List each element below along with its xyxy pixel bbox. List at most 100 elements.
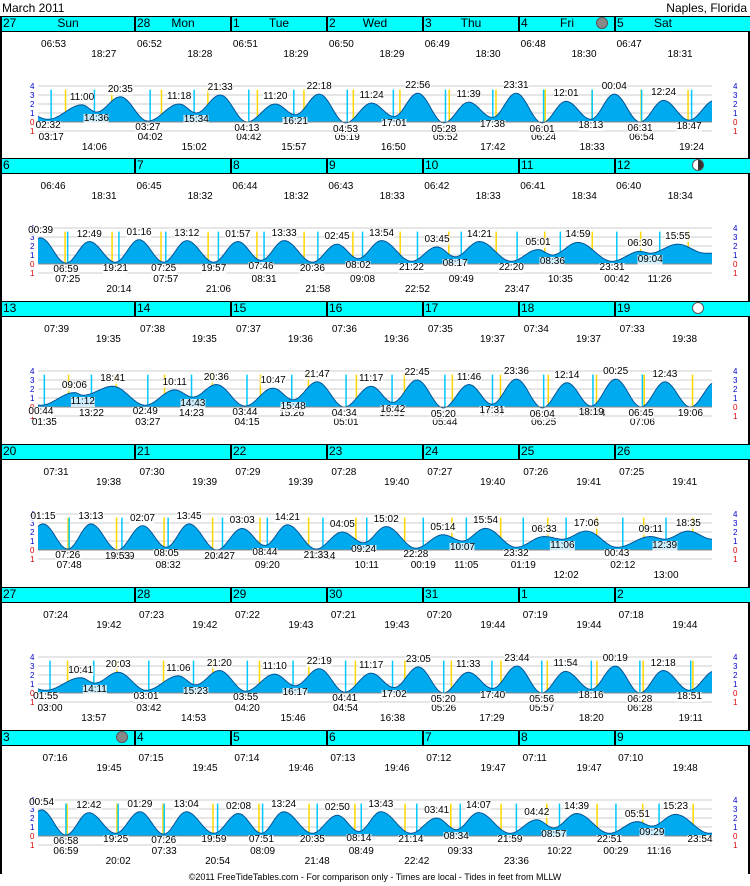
week-border <box>0 32 2 160</box>
sunrise-time: 07:37 <box>235 324 261 335</box>
high-tide-time: 05:14 <box>430 521 456 533</box>
sunset-time: 18:31 <box>91 191 117 202</box>
sunrise-time: 06:49 <box>424 39 450 50</box>
high-tide-time: 13:43 <box>368 798 394 810</box>
day-header: 6 <box>326 730 422 746</box>
sunrise-time: 07:11 <box>522 753 547 764</box>
low-tide-time: 17:38 <box>480 118 506 130</box>
low-tide-time: 12:39 <box>652 540 678 552</box>
axis-tick-label: 1 <box>733 823 738 832</box>
sunrise-time: 07:38 <box>140 324 166 335</box>
week-border <box>748 174 750 302</box>
sunset-time: 19:47 <box>480 763 506 774</box>
low-tide-time: 06:28 <box>627 694 653 705</box>
sunrise-time: 06:51 <box>232 39 258 50</box>
sunrise-time: 06:52 <box>136 39 162 50</box>
sunset-time: 19:45 <box>192 763 218 774</box>
sunrise-time: 06:44 <box>232 181 258 192</box>
low-tide-time: 04:53 <box>333 123 359 135</box>
day-number: 9 <box>617 730 624 744</box>
axis-tick-label: 4 <box>733 653 738 662</box>
low-tide-time: 08:05 <box>153 548 179 560</box>
sunset-time: 18:33 <box>475 191 501 202</box>
week-border <box>0 460 2 588</box>
day-number: 26 <box>617 444 631 458</box>
day-header: 3 <box>0 730 134 746</box>
axis-tick-label: 1 <box>30 823 35 832</box>
moonrise-time: 04:20 <box>234 703 260 714</box>
day-name: Sun <box>57 16 79 30</box>
moonset-time: 06:25 <box>531 417 557 428</box>
high-tide-time: 11:18 <box>167 91 192 102</box>
moonrise-time: 07:25 <box>55 274 81 285</box>
high-tide-time: 00:04 <box>601 81 627 93</box>
moonset-time: 21:58 <box>305 284 331 295</box>
sunset-time: 19:44 <box>672 620 698 631</box>
day-name: Wed <box>362 16 388 30</box>
moonset-time: 12:02 <box>553 570 579 581</box>
low-tide-time: 04:13 <box>234 123 260 134</box>
axis-tick-label: 1 <box>733 537 738 546</box>
week-header <box>0 444 750 460</box>
high-tide-time: 11:20 <box>263 91 288 102</box>
low-tide-time: 14:11 <box>82 684 107 696</box>
high-tide-time: 20:03 <box>105 659 131 671</box>
moonset-time: 22:52 <box>404 284 430 295</box>
week-border <box>0 174 2 302</box>
low-tide-time: 15:23 <box>183 685 209 697</box>
low-tide-time: 07:26 <box>55 550 81 562</box>
sunset-time: 19:36 <box>287 334 313 345</box>
high-tide-time: 17:06 <box>573 518 599 530</box>
low-tide-time: 14:36 <box>83 113 109 125</box>
week-header <box>0 301 750 317</box>
day-header: 25 <box>518 444 614 460</box>
day-header: 16 <box>326 301 422 317</box>
axis-tick-label: 4 <box>30 82 35 91</box>
high-tide-time: 21:33 <box>207 82 233 93</box>
axis-tick-label: 1 <box>733 680 738 689</box>
moonrise-time: 04:02 <box>137 132 163 143</box>
sunset-time: 18:29 <box>379 49 405 60</box>
axis-tick-label: 0 <box>733 546 738 555</box>
day-name: Thu <box>460 16 482 30</box>
day-name: Mon <box>171 16 195 30</box>
high-tide-time: 04:42 <box>524 806 550 818</box>
day-header: 23 <box>326 444 422 460</box>
week-row: 4433221100111307:3919:3513:2201:3509:061… <box>0 301 750 445</box>
high-tide-time: 06:33 <box>531 523 557 535</box>
low-tide-time: 15:34 <box>183 114 209 125</box>
low-tide-time: 18:19 <box>578 407 604 419</box>
day-number: 25 <box>521 444 535 458</box>
low-tide-time: 19:06 <box>677 408 703 419</box>
sunrise-time: 07:15 <box>138 753 164 764</box>
moonset-time: 10:11 <box>354 560 379 571</box>
axis-tick-label: 3 <box>733 662 738 671</box>
day-number: 2 <box>617 587 624 601</box>
axis-tick-label: 4 <box>30 367 35 376</box>
high-tide-time: 12:14 <box>554 369 580 381</box>
moonset-time: 19:11 <box>678 713 703 724</box>
high-tide-time: 04:05 <box>329 519 355 530</box>
high-tide-time: 22:19 <box>306 655 332 667</box>
moonrise-time: 08:31 <box>251 274 277 285</box>
day-header: 5 Sat <box>614 16 710 32</box>
high-tide-time: 05:01 <box>525 236 551 248</box>
axis-tick-label: 1 <box>30 251 35 260</box>
low-tide-time: 14:43 <box>180 398 206 410</box>
moonrise-time: 06:54 <box>629 132 655 143</box>
high-tide-time: 12:49 <box>76 228 102 240</box>
day-header: 13 <box>0 301 134 317</box>
low-tide-time: 17:31 <box>479 405 505 417</box>
day-number: 9 <box>329 158 336 172</box>
sunset-time: 18:30 <box>571 49 597 60</box>
moonset-time: 07:06 <box>629 417 655 428</box>
low-tide-time: 21:22 <box>398 262 424 274</box>
low-tide-time: 20:35 <box>299 834 325 846</box>
high-tide-time: 12:18 <box>650 657 676 669</box>
day-header: 2 Wed <box>326 16 422 32</box>
sunrise-time: 06:53 <box>41 39 67 50</box>
day-header: 8 <box>518 730 614 746</box>
day-header: 10 <box>422 158 518 174</box>
moonset-time: 15:46 <box>280 713 306 724</box>
sunrise-time: 07:13 <box>330 753 356 764</box>
